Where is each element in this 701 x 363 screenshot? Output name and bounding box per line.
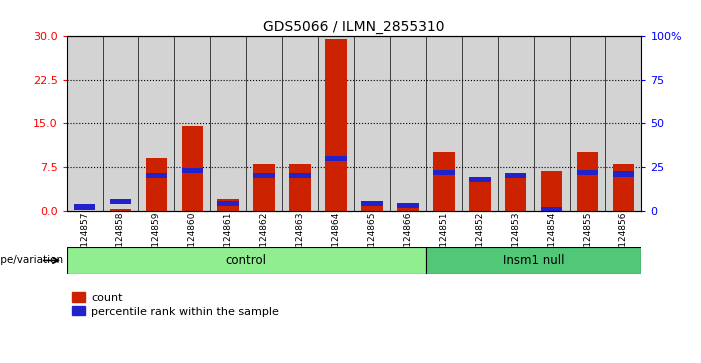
Bar xyxy=(290,164,311,211)
Bar xyxy=(354,36,390,211)
Bar xyxy=(426,36,462,211)
Bar xyxy=(254,164,275,211)
Bar xyxy=(290,173,311,178)
Bar xyxy=(606,36,641,211)
Bar xyxy=(325,39,347,211)
Bar xyxy=(613,171,634,176)
Bar xyxy=(361,202,383,211)
Bar xyxy=(541,207,562,212)
Bar xyxy=(505,173,526,211)
Bar xyxy=(577,170,599,175)
Bar xyxy=(469,176,491,182)
Bar xyxy=(390,36,426,211)
Bar xyxy=(318,36,354,211)
Bar xyxy=(325,156,347,161)
Bar xyxy=(426,247,641,274)
Bar xyxy=(498,36,533,211)
Bar xyxy=(469,179,491,211)
Bar xyxy=(175,36,210,211)
Bar xyxy=(361,201,383,206)
Bar xyxy=(613,164,634,211)
Bar xyxy=(254,173,275,178)
Bar xyxy=(246,36,282,211)
Bar xyxy=(182,168,203,173)
Text: control: control xyxy=(226,254,266,267)
Bar xyxy=(74,204,95,210)
Bar xyxy=(210,36,246,211)
Legend: count, percentile rank within the sample: count, percentile rank within the sample xyxy=(72,292,279,317)
Bar xyxy=(462,36,498,211)
Bar xyxy=(146,173,168,178)
Bar xyxy=(541,171,562,211)
Bar xyxy=(182,126,203,211)
Text: Insm1 null: Insm1 null xyxy=(503,254,564,267)
Bar xyxy=(109,199,131,204)
Bar xyxy=(283,36,318,211)
Bar xyxy=(397,203,418,208)
Bar xyxy=(146,158,168,211)
Text: genotype/variation: genotype/variation xyxy=(0,256,63,265)
Title: GDS5066 / ILMN_2855310: GDS5066 / ILMN_2855310 xyxy=(264,20,444,34)
Bar xyxy=(138,36,175,211)
Bar xyxy=(102,36,139,211)
Bar xyxy=(433,152,455,211)
Bar xyxy=(533,36,569,211)
Bar xyxy=(67,36,102,211)
Bar xyxy=(505,173,526,178)
Bar xyxy=(67,247,426,274)
Bar xyxy=(397,206,418,211)
Bar xyxy=(569,36,606,211)
Bar xyxy=(217,199,239,211)
Bar xyxy=(109,209,131,211)
Bar xyxy=(577,152,599,211)
Bar xyxy=(433,170,455,175)
Bar xyxy=(217,201,239,206)
